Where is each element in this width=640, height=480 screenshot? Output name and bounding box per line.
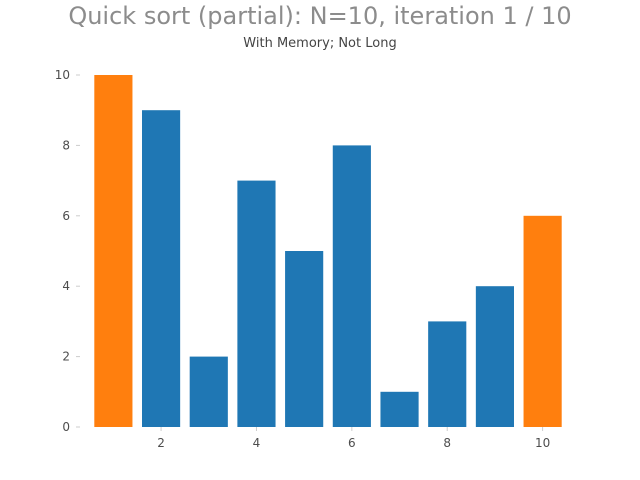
y-tick-label: 8 (62, 138, 70, 152)
bar (285, 251, 324, 427)
bar-highlighted (94, 75, 133, 427)
chart-title: Quick sort (partial): N=10, iteration 1 … (68, 2, 572, 30)
x-tick-label: 8 (443, 436, 451, 450)
y-tick-label: 6 (62, 209, 70, 223)
y-tick-label: 0 (62, 420, 70, 434)
x-axis: 2 4 6 8 10 (157, 427, 550, 450)
x-tick-label: 4 (253, 436, 261, 450)
y-tick-label: 10 (55, 68, 70, 82)
bar (189, 356, 228, 427)
bar (428, 321, 467, 427)
x-tick-label: 2 (157, 436, 165, 450)
x-tick-label: 6 (348, 436, 356, 450)
y-tick-label: 2 (62, 350, 70, 364)
bar (237, 180, 276, 427)
y-axis: 0 2 4 6 8 10 (55, 68, 80, 434)
bar (142, 110, 181, 427)
bar (475, 286, 514, 427)
chart-subtitle: With Memory; Not Long (243, 36, 397, 51)
bar-highlighted (523, 215, 562, 427)
bar (380, 391, 419, 427)
y-tick-label: 4 (62, 279, 70, 293)
bar (332, 145, 371, 427)
x-tick-label: 10 (535, 436, 550, 450)
bars-group (94, 75, 562, 427)
